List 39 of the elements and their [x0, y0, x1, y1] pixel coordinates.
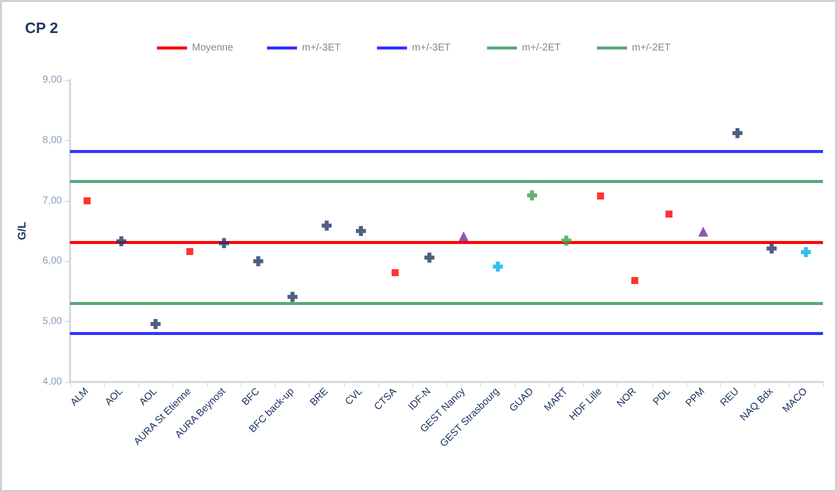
- y-tick-label: 9,00: [42, 74, 62, 86]
- point: [84, 197, 91, 204]
- point: [116, 236, 126, 246]
- legend-label: m+/-3ET: [412, 42, 451, 54]
- point: [392, 269, 399, 276]
- x-tick-label: PDL: [651, 386, 674, 408]
- legend-label: m+/-3ET: [302, 42, 341, 54]
- y-tick-label: 8,00: [42, 134, 62, 146]
- chart-title: CP 2: [25, 20, 58, 37]
- point: [356, 226, 366, 236]
- point: [561, 236, 572, 246]
- point: [186, 248, 194, 256]
- point: [150, 319, 161, 330]
- legend-label: m+/-2ET: [632, 42, 671, 54]
- point: [527, 190, 538, 200]
- point: [732, 128, 742, 138]
- point: [492, 262, 503, 272]
- point: [766, 244, 777, 254]
- point: [253, 256, 264, 266]
- y-tick-label: 7,00: [42, 195, 62, 206]
- x-tick-label: CVL: [343, 386, 366, 408]
- x-tick-label: AOL: [138, 386, 160, 408]
- y-axis-title: G/L: [16, 222, 28, 240]
- point: [322, 220, 332, 231]
- x-tick-label: AOL: [103, 386, 126, 408]
- point: [631, 277, 638, 284]
- y-tick-label: 4,00: [42, 376, 62, 388]
- point: [424, 252, 434, 263]
- y-tick-label: 6,00: [42, 256, 62, 267]
- point: [698, 226, 708, 237]
- point: [287, 292, 298, 302]
- point: [665, 210, 672, 218]
- legend-label: m+/-2ET: [522, 42, 561, 54]
- point: [219, 238, 230, 248]
- y-tick-label: 5,00: [42, 316, 62, 328]
- point: [597, 192, 604, 200]
- legend-label: Moyenne: [192, 42, 234, 54]
- point: [458, 231, 469, 242]
- point: [800, 247, 811, 258]
